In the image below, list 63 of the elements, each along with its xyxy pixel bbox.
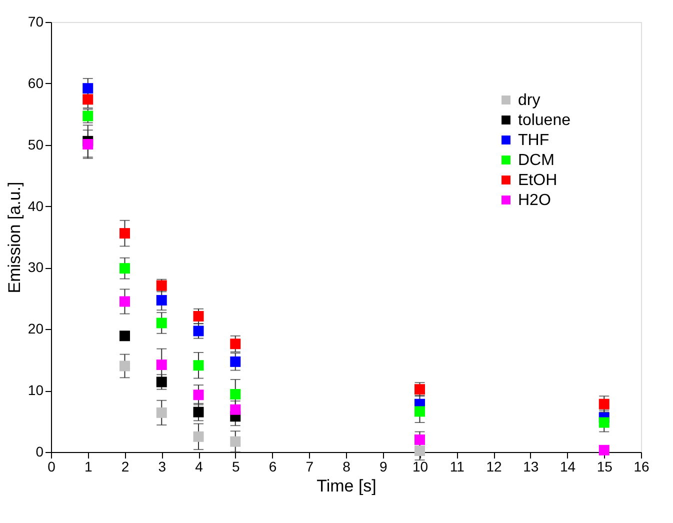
x-tick-label: 14 [560, 458, 576, 474]
x-tick-label: 15 [596, 458, 613, 474]
point [230, 338, 241, 350]
point [230, 389, 241, 400]
point [598, 417, 610, 428]
point [156, 407, 167, 418]
point [156, 376, 167, 388]
point [120, 228, 130, 239]
point [414, 434, 425, 445]
point [82, 139, 94, 150]
x-tick-label: 10 [412, 458, 428, 474]
point [230, 404, 241, 415]
legend-label: EtOH [518, 172, 558, 189]
point [120, 360, 130, 372]
legend-label: toluene [518, 112, 571, 129]
legend-label: DCM [518, 152, 554, 169]
point [120, 263, 130, 274]
point [193, 390, 204, 400]
point [193, 326, 204, 336]
point [82, 83, 94, 94]
point [193, 431, 204, 442]
x-tick-label: 2 [121, 458, 130, 474]
point [414, 446, 425, 456]
point [120, 296, 130, 307]
point [193, 360, 204, 371]
point [414, 406, 425, 417]
point [156, 318, 167, 328]
point [193, 311, 204, 322]
legend-label: dry [518, 92, 540, 109]
x-tick-label: 4 [195, 458, 204, 474]
x-tick-label: 16 [634, 458, 650, 474]
x-tick-label: 6 [268, 458, 277, 474]
x-tick-label: 1 [84, 458, 92, 474]
y-tick-label: 0 [36, 444, 44, 460]
y-tick-label: 30 [28, 259, 44, 276]
x-tick-label: 7 [306, 458, 314, 474]
point [120, 330, 130, 342]
point [156, 360, 167, 370]
point [230, 356, 241, 367]
y-tick-label: 20 [28, 320, 44, 337]
x-tick-label: 13 [523, 458, 539, 474]
point [230, 436, 241, 447]
x-tick-label: 9 [379, 458, 388, 474]
y-tick-label: 70 [28, 14, 44, 30]
y-tick-label: 60 [28, 74, 44, 91]
legend-label: H2O [518, 192, 551, 209]
y-tick-label: 40 [28, 198, 44, 214]
y-tick-label: 50 [28, 136, 44, 152]
point [598, 398, 610, 410]
point [598, 444, 610, 456]
y-tick-label: 10 [28, 382, 44, 398]
x-axis-title: Time [s] [316, 476, 376, 496]
point [156, 295, 167, 306]
x-tick-label: 8 [342, 458, 351, 474]
point [193, 406, 204, 418]
legend-label: THF [518, 132, 550, 149]
point [82, 94, 94, 105]
x-tick-label: 12 [486, 458, 502, 474]
y-axis-title: Emission [a.u.] [4, 182, 24, 294]
x-tick-label: 5 [232, 458, 240, 474]
x-tick-label: 0 [48, 458, 56, 474]
x-tick-label: 3 [158, 458, 166, 474]
x-tick-label: 11 [450, 458, 465, 474]
